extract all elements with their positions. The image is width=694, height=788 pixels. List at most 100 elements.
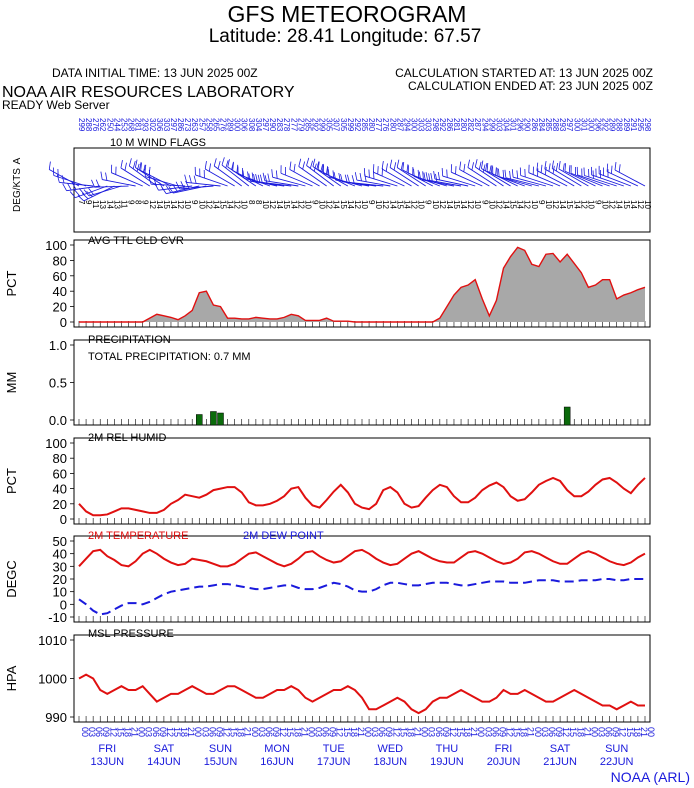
wind-speed-label: 12 [148,200,157,209]
x-hour-label: 00 [306,727,316,737]
wind-barb-feather [433,170,436,179]
wind-direction-label: 290 [268,118,277,132]
wind-barb-feather [614,162,617,171]
wind-direction-label: 277 [374,118,383,132]
wind-barb-feather [88,187,94,195]
x-hour-label: 06 [434,727,444,737]
y-tick-label: 1000 [38,672,67,687]
server-name: READY Web Server [2,98,110,112]
wind-speed-label: 11 [91,200,100,209]
wind-barb-feather [540,164,543,173]
wind-barb-feather [259,174,263,183]
wind-barb-feather [48,161,51,170]
wind-barb-feather [188,175,192,184]
wind-barb-feather [306,157,310,166]
wind-barb-feather [437,171,440,180]
wind-panel: 10 M WIND FLAGS DEG/KTS A 299 7 288 9 276 11 262 1… [12,118,652,233]
wind-barb [558,168,589,187]
wind-barb-feather [134,159,138,168]
cloud-line [79,246,646,323]
wind-barb [520,175,554,187]
wind-speed-label: 14 [105,200,114,209]
wind-barb-feather [213,158,217,167]
precip-panel: PRECIPITATION TOTAL PRECIPITATION: 0.7 MM… [4,334,651,428]
wind-direction-label: 253 [119,118,128,132]
temperature-panel: 2M TEMPERATURE 2M DEW POINT -1001020304050… [4,530,651,625]
y-axis-label: PCT [4,468,19,494]
x-hour-label: 09 [328,727,338,737]
wind-direction-label: 294 [402,118,411,132]
wind-speed-label: 9 [127,200,136,205]
wind-barb [264,180,299,187]
x-hour-label: 06 [151,727,161,737]
wind-speed-label: 15 [622,200,631,209]
y-axis-label: MM [4,372,19,394]
x-hour-label: 06 [94,727,104,737]
wind-direction-label: 302 [148,118,157,132]
wind-speed-label: 14 [402,200,411,209]
wind-barb-feather [193,175,197,184]
wind-barb [94,185,129,188]
wind-direction-label: 276 [381,118,390,132]
x-hour-label: 21 [469,727,479,737]
x-hour-label: 03 [144,727,154,737]
wind-direction-label: 306 [240,118,249,132]
wind-barb-feather [185,180,190,189]
wind-barb-feather [516,170,519,179]
wind-barb-feather [86,190,93,198]
wind-speed-label: 10 [586,200,595,209]
wind-barb-feather [293,163,296,172]
x-date-label: 22JUN [600,756,634,768]
wind-direction-label: 300 [572,118,581,132]
wind-barb-feather [536,162,539,171]
wind-barb-feather [175,181,180,190]
x-hour-label: 18 [179,727,189,737]
wind-barb [512,176,547,187]
wind-speed-label: 9 [480,200,489,205]
precip-total: TOTAL PRECIPITATION: 0.7 MM [88,351,251,363]
wind-barb [186,181,221,187]
wind-direction-label: 290 [523,118,532,132]
wind-barb-feather [564,163,567,172]
y-tick-label: 0.0 [49,413,67,428]
wind-barb [451,171,483,187]
wind-direction-label: 303 [424,118,433,132]
wind-barb [88,185,122,197]
legend-dewpoint: 2M DEW POINT [243,530,324,542]
wind-barb-feather [346,174,350,183]
wind-barb-feather [91,179,95,188]
wind-barb [475,166,504,187]
wind-speed-label: 14 [155,200,164,209]
wind-direction-label: 250 [105,118,114,132]
x-hour-label: 15 [512,727,522,737]
x-hour-label: 21 [526,727,536,737]
x-hour-label: 15 [342,727,352,737]
wind-direction-label: 285 [303,118,312,132]
wind-speed-label: 10 [374,200,383,209]
wind-barb-feather [400,162,404,171]
wind-barb-feather [217,160,221,169]
wind-speed-label: 14 [459,200,468,209]
wind-barb [536,170,568,187]
wind-speed-label: 12 [381,200,390,209]
wind-barb-feather [381,161,384,170]
wind-barb-feather [128,158,132,167]
x-hour-label: 03 [427,727,437,737]
x-hour-label: 00 [363,727,373,737]
pressure-panel: MSL PRESSURE 990 1000 1010 HPA [4,628,651,725]
wind-barb-feather [428,173,431,182]
wind-barb-feather [312,158,316,167]
wind-barb-feather [271,169,273,178]
x-hour-label: 00 [420,727,430,737]
x-hour-label: 03 [200,727,210,737]
x-hour-label: 12 [335,727,345,737]
wind-direction-label: 297 [169,118,178,132]
wind-barb-feather [504,169,507,178]
wind-speed-label: 15 [565,200,574,209]
x-hour-label: 12 [278,727,288,737]
wind-barb-feather [413,168,415,177]
wind-direction-label: 303 [162,118,171,132]
wind-barb [204,168,235,187]
wind-barb [111,172,143,187]
wind-barb-feather [105,172,108,181]
